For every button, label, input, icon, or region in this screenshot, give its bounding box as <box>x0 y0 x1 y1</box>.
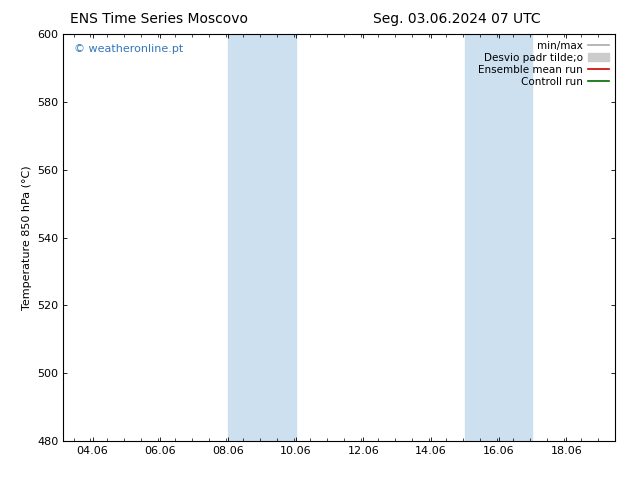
Text: Seg. 03.06.2024 07 UTC: Seg. 03.06.2024 07 UTC <box>373 12 540 26</box>
Bar <box>228 34 295 441</box>
Text: ENS Time Series Moscovo: ENS Time Series Moscovo <box>70 12 247 26</box>
Bar <box>465 34 533 441</box>
Legend: min/max, Desvio padr tilde;o, Ensemble mean run, Controll run: min/max, Desvio padr tilde;o, Ensemble m… <box>474 36 613 91</box>
Text: © weatheronline.pt: © weatheronline.pt <box>74 45 184 54</box>
Y-axis label: Temperature 850 hPa (°C): Temperature 850 hPa (°C) <box>22 165 32 310</box>
